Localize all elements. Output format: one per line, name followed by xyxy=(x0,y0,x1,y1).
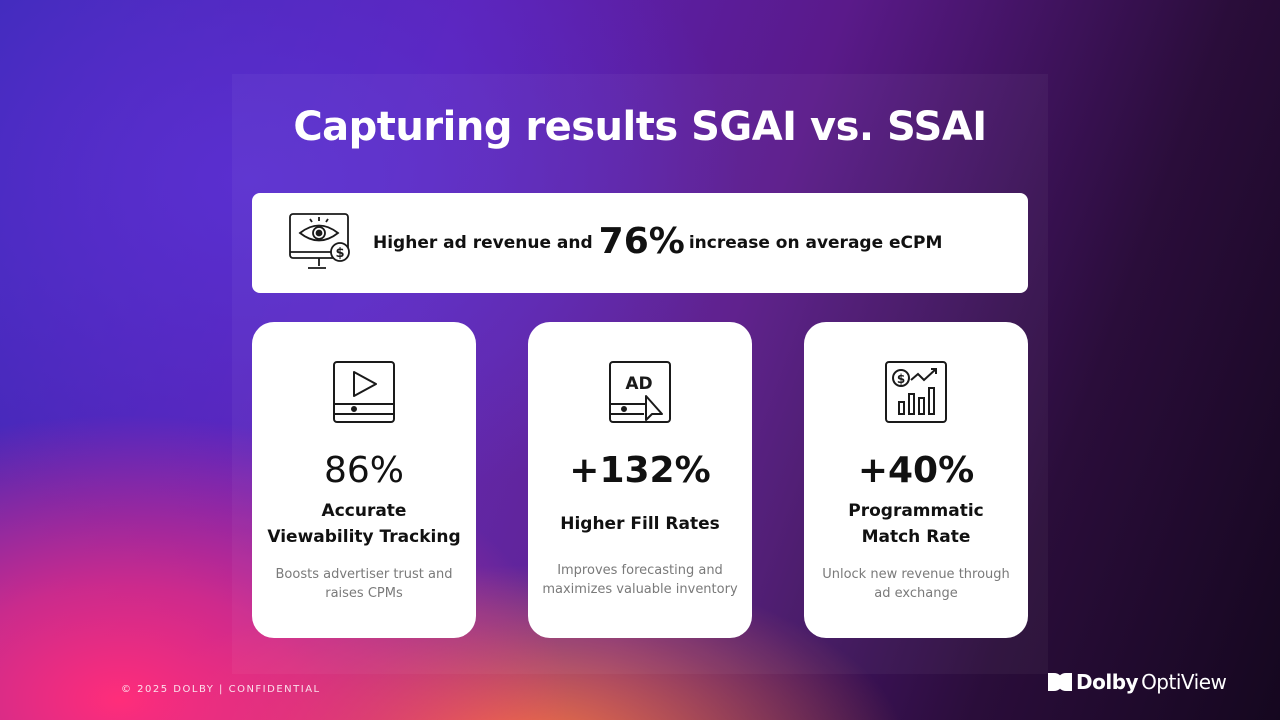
metric-label-line1: Higher Fill Rates xyxy=(560,514,720,534)
metric-desc-line1: Improves forecasting and xyxy=(557,563,723,578)
banner-text: Higher ad revenue and 76% increase on av… xyxy=(373,193,942,293)
banner-text-after: increase on average eCPM xyxy=(688,233,943,253)
dolby-optiview-logo: Dolby OptiView xyxy=(1048,668,1227,696)
metric-label-line1: Accurate xyxy=(321,501,407,521)
banner-highlight: 76% xyxy=(598,220,685,262)
metric-card-viewability: 86% Accurate Viewability Tracking Boosts… xyxy=(252,322,476,638)
metric-value: 86% xyxy=(323,450,404,491)
banner-text-before: Higher ad revenue and xyxy=(373,233,593,253)
metric-card-match-rate: $ +40% Programmatic Match Rate Unlock ne… xyxy=(804,322,1028,638)
metric-desc-line1: Unlock new revenue through xyxy=(822,567,1010,582)
ad-click-icon: AD xyxy=(609,361,671,423)
logo-product: OptiView xyxy=(1141,670,1227,694)
logo-brand: Dolby xyxy=(1076,670,1139,694)
svg-text:$: $ xyxy=(335,246,344,261)
metric-desc-line2: maximizes valuable inventory xyxy=(542,582,738,597)
metric-label-line2: Match Rate xyxy=(861,527,971,547)
metric-desc-line1: Boosts advertiser trust and xyxy=(275,567,453,582)
metric-value: +40% xyxy=(857,450,975,491)
metric-desc-line2: raises CPMs xyxy=(325,586,403,601)
metric-card-fill-rates: AD +132% Higher Fill Rates Improves fore… xyxy=(528,322,752,638)
revenue-banner: $ Higher ad revenue and 76% increase on … xyxy=(252,193,1028,293)
svg-text:$: $ xyxy=(897,372,905,386)
slide-title: Capturing results SGAI vs. SSAI xyxy=(293,104,987,150)
metric-value: +132% xyxy=(569,450,711,491)
video-player-icon xyxy=(333,361,395,423)
dolby-mark-icon xyxy=(1048,673,1072,691)
copyright-footer: © 2025 DOLBY | CONFIDENTIAL xyxy=(121,684,321,695)
dollar-chart-growth-icon: $ xyxy=(885,361,947,423)
svg-text:AD: AD xyxy=(625,374,652,394)
metric-desc-line2: ad exchange xyxy=(874,586,958,601)
metric-label-line2: Viewability Tracking xyxy=(267,527,461,547)
metric-label-line1: Programmatic xyxy=(848,501,984,521)
monitor-eye-dollar-icon: $ xyxy=(289,213,350,269)
